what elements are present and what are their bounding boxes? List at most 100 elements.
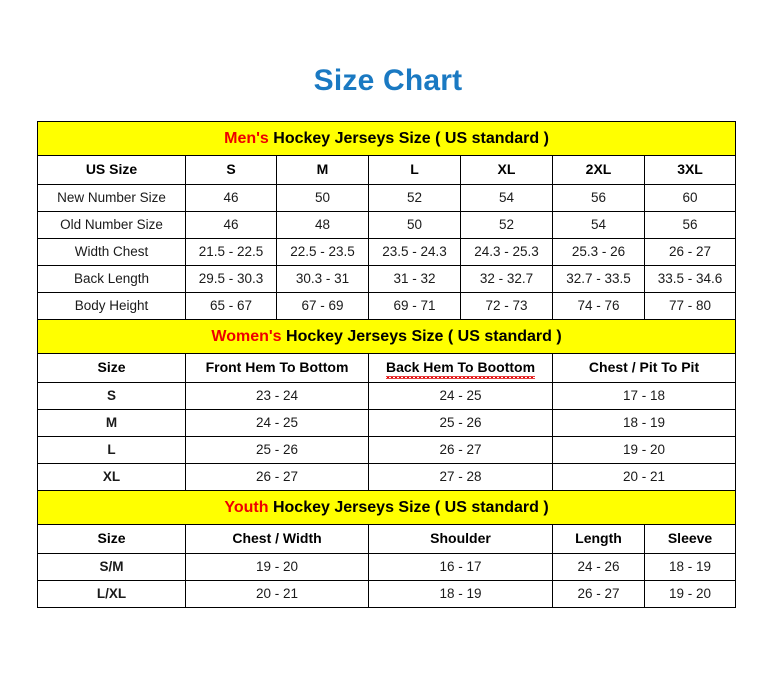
data-cell: 52 [368,184,461,212]
size-chart-table: Men's Hockey Jerseys Size ( US standard … [36,121,737,608]
data-cell: 32.7 - 33.5 [552,265,645,293]
table-row: Width Chest 21.5 - 22.5 22.5 - 23.5 23.5… [37,238,737,266]
data-cell: 18 - 19 [551,409,737,437]
youth-header-cell: Chest / Width [185,524,369,554]
data-cell: 26 - 27 [643,238,737,266]
section-banner-youth-accent: Youth [224,498,269,516]
table-row: Old Number Size 46 48 50 52 54 56 [37,211,737,239]
data-cell: 26 - 27 [368,436,553,464]
womens-header-cell: Size [37,353,186,383]
data-cell: 25.3 - 26 [552,238,645,266]
row-label: S/M [37,553,186,581]
mens-header-cell: 2XL [552,155,645,185]
section-banner-youth: Youth Hockey Jerseys Size ( US standard … [36,490,737,525]
section-banner-womens-accent: Women's [211,327,282,345]
youth-header-cell: Shoulder [368,524,553,554]
data-cell: 50 [368,211,461,239]
data-cell: 16 - 17 [368,553,553,581]
data-cell: 33.5 - 34.6 [643,265,737,293]
section-banner-mens-cell: Men's Hockey Jerseys Size ( US standard … [36,121,737,156]
womens-header-row: Size Front Hem To Bottom Back Hem To Boo… [37,353,737,383]
data-cell: 19 - 20 [551,436,737,464]
womens-header-cell: Front Hem To Bottom [185,353,369,383]
row-label: New Number Size [37,184,186,212]
youth-header-cell: Length [552,524,645,554]
table-row: New Number Size 46 50 52 54 56 60 [37,184,737,212]
section-banner-youth-rest: Hockey Jerseys Size ( US standard ) [268,498,549,516]
data-cell: 26 - 27 [185,463,369,491]
youth-header-row: Size Chest / Width Shoulder Length Sleev… [37,524,737,554]
row-label: L [37,436,186,464]
data-cell: 19 - 20 [185,553,369,581]
row-label: Old Number Size [37,211,186,239]
womens-header-cell: Chest / Pit To Pit [551,353,737,383]
table-row: S 23 - 24 24 - 25 17 - 18 [37,382,737,410]
section-banner-mens-rest: Hockey Jerseys Size ( US standard ) [268,129,549,147]
data-cell: 21.5 - 22.5 [185,238,277,266]
row-label: XL [37,463,186,491]
mens-header-cell: S [185,155,277,185]
mens-header-cell: M [276,155,369,185]
youth-header-cell: Sleeve [643,524,737,554]
section-banner-womens-cell: Women's Hockey Jerseys Size ( US standar… [36,319,737,354]
data-cell: 46 [185,211,277,239]
row-label: Width Chest [37,238,186,266]
table-row: Body Height 65 - 67 67 - 69 69 - 71 72 -… [37,292,737,320]
womens-header-cell: Back Hem To Boottom [368,353,553,383]
youth-header-cell: Size [37,524,186,554]
data-cell: 69 - 71 [368,292,461,320]
row-label: Back Length [37,265,186,293]
row-label: S [37,382,186,410]
data-cell: 56 [552,184,645,212]
page-title: Size Chart [313,64,463,97]
data-cell: 26 - 27 [552,580,645,608]
data-cell: 60 [643,184,737,212]
data-cell: 24 - 25 [368,382,553,410]
row-label: L/XL [37,580,186,608]
data-cell: 25 - 26 [185,436,369,464]
data-cell: 18 - 19 [643,553,737,581]
table-row: L/XL 20 - 21 18 - 19 26 - 27 19 - 20 [37,580,737,608]
data-cell: 23 - 24 [185,382,369,410]
table-row: Back Length 29.5 - 30.3 30.3 - 31 31 - 3… [37,265,737,293]
row-label: M [37,409,186,437]
data-cell: 65 - 67 [185,292,277,320]
mens-header-cell: L [368,155,461,185]
mens-header-cell: XL [460,155,553,185]
womens-header-typo-text: Back Hem To Boottom [385,359,536,380]
data-cell: 46 [185,184,277,212]
size-chart-table-wrapper: Men's Hockey Jerseys Size ( US standard … [36,121,737,608]
data-cell: 25 - 26 [368,409,553,437]
section-banner-womens: Women's Hockey Jerseys Size ( US standar… [36,319,737,354]
mens-header-cell: US Size [37,155,186,185]
mens-header-row: US Size S M L XL 2XL 3XL [37,155,737,185]
data-cell: 24 - 26 [552,553,645,581]
data-cell: 30.3 - 31 [276,265,369,293]
data-cell: 77 - 80 [643,292,737,320]
data-cell: 32 - 32.7 [460,265,553,293]
section-banner-mens: Men's Hockey Jerseys Size ( US standard … [36,121,737,156]
data-cell: 29.5 - 30.3 [185,265,277,293]
data-cell: 72 - 73 [460,292,553,320]
table-row: M 24 - 25 25 - 26 18 - 19 [37,409,737,437]
data-cell: 56 [643,211,737,239]
row-label: Body Height [37,292,186,320]
mens-header-cell: 3XL [643,155,737,185]
data-cell: 24 - 25 [185,409,369,437]
data-cell: 27 - 28 [368,463,553,491]
data-cell: 17 - 18 [551,382,737,410]
data-cell: 24.3 - 25.3 [460,238,553,266]
data-cell: 48 [276,211,369,239]
data-cell: 54 [552,211,645,239]
section-banner-mens-accent: Men's [224,129,269,147]
data-cell: 67 - 69 [276,292,369,320]
table-row: XL 26 - 27 27 - 28 20 - 21 [37,463,737,491]
data-cell: 50 [276,184,369,212]
data-cell: 54 [460,184,553,212]
data-cell: 19 - 20 [643,580,737,608]
data-cell: 22.5 - 23.5 [276,238,369,266]
data-cell: 20 - 21 [551,463,737,491]
table-row: L 25 - 26 26 - 27 19 - 20 [37,436,737,464]
data-cell: 20 - 21 [185,580,369,608]
